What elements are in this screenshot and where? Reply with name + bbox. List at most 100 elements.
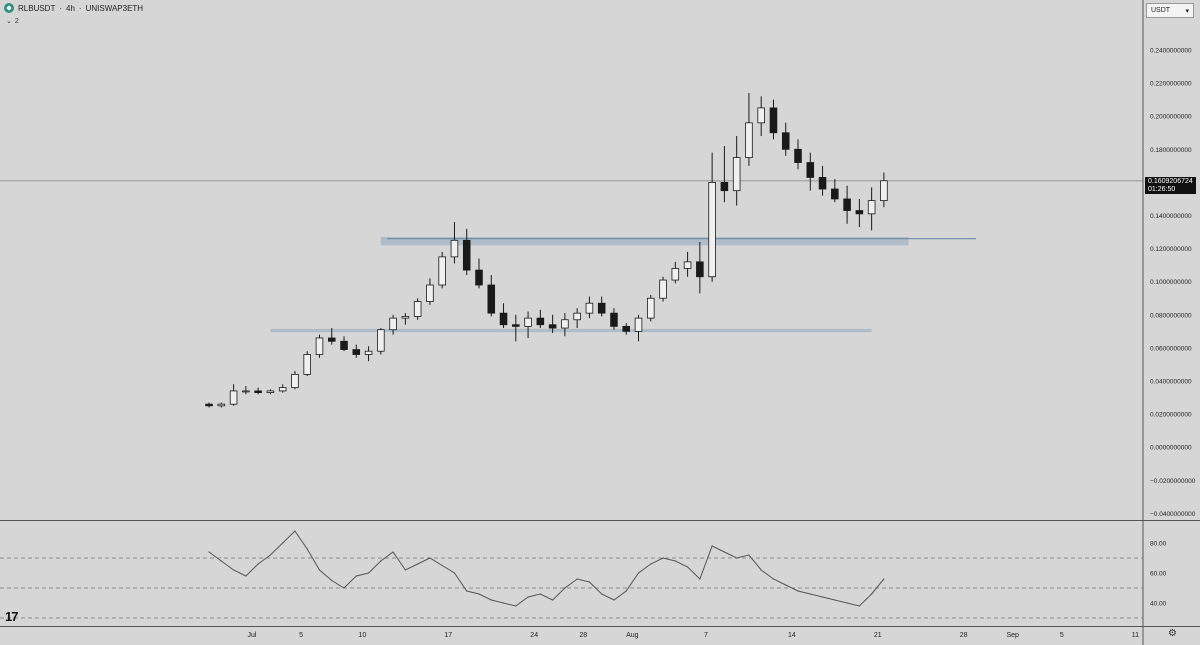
price-tick-label: 0.0600000000 — [1150, 345, 1192, 352]
interval-label[interactable]: 4h — [66, 3, 75, 13]
rsi-point — [367, 572, 370, 574]
price-tick-label: 0.2400000000 — [1150, 48, 1192, 55]
rsi-point — [637, 572, 640, 574]
symbol-name[interactable]: RLBUSDT — [18, 3, 56, 13]
rsi-point — [552, 599, 554, 601]
time-tick-label: 28 — [960, 632, 968, 639]
price-tick-label: −0.0200000000 — [1150, 478, 1196, 485]
candle-body — [659, 279, 667, 299]
candle-body — [794, 148, 802, 163]
candle — [720, 145, 729, 203]
candle-body — [831, 188, 839, 200]
price-tick-label: 0.0400000000 — [1150, 379, 1192, 386]
separator: · — [78, 3, 82, 13]
candle-body — [377, 329, 385, 352]
rsi-point — [674, 560, 676, 562]
rsi-point — [576, 578, 578, 580]
candle-body — [291, 373, 299, 389]
candle-body — [622, 325, 631, 332]
candle — [524, 311, 532, 338]
candle — [831, 179, 839, 203]
candle-body — [438, 256, 446, 286]
symbol-header[interactable]: RLBUSDT · 4h · UNISWAP3ETH — [4, 3, 143, 13]
candle — [622, 323, 631, 335]
rsi-point — [429, 557, 431, 559]
time-tick-label: 21 — [874, 632, 882, 639]
tradingview-logo-icon[interactable]: 17 — [5, 609, 19, 624]
candle — [475, 258, 483, 289]
candle — [327, 328, 336, 345]
rsi-point — [797, 590, 799, 592]
candle — [781, 122, 790, 156]
candle — [377, 328, 385, 355]
rsi-point — [306, 548, 308, 550]
candle-body — [647, 297, 655, 319]
candle-body — [242, 390, 250, 393]
candle-body — [880, 180, 888, 202]
price-tick-label: 0.1400000000 — [1150, 213, 1192, 220]
separator: · — [59, 3, 63, 13]
time-tick-label: 14 — [788, 632, 796, 639]
gear-icon[interactable]: ⚙ — [1168, 628, 1177, 639]
candle — [536, 309, 545, 329]
rsi-point — [527, 596, 529, 598]
candle — [696, 241, 704, 294]
time-tick-label: Jul — [248, 632, 257, 639]
candle — [794, 139, 802, 170]
candle-body — [597, 302, 606, 314]
candle-body — [487, 284, 496, 314]
candle-body — [524, 317, 532, 327]
candle — [512, 314, 520, 342]
rsi-point — [245, 575, 247, 577]
candle-body — [254, 390, 262, 393]
rsi-point — [220, 560, 222, 562]
rsi-point — [883, 578, 885, 580]
chevron-down-icon[interactable]: ⌄ — [6, 18, 12, 25]
candle — [757, 96, 765, 137]
rsi-point — [232, 569, 235, 571]
price-tick-label: 0.1200000000 — [1150, 246, 1192, 253]
rsi-line — [208, 530, 885, 607]
candle-body — [217, 403, 226, 407]
rsi-point — [846, 602, 848, 604]
exchange-label[interactable]: UNISWAP3ETH — [85, 3, 144, 13]
candle — [880, 172, 888, 208]
candle-body — [413, 301, 422, 317]
time-tick-label: 5 — [1060, 632, 1064, 639]
candle — [499, 303, 508, 329]
candle-body — [315, 337, 324, 355]
candle — [413, 298, 422, 320]
resistance-zone — [380, 237, 909, 246]
rsi-point — [208, 551, 210, 553]
chevron-down-icon: ▾ — [1185, 7, 1189, 15]
time-tick-label: 5 — [299, 632, 303, 639]
candle — [659, 276, 667, 302]
candle — [278, 384, 287, 393]
rsi-point — [392, 551, 394, 553]
candle — [610, 308, 618, 330]
rsi-tick-label: 60.00 — [1150, 571, 1167, 578]
candle-body — [720, 181, 729, 192]
candle-body — [450, 239, 459, 258]
rsi-point — [515, 605, 517, 607]
indicator-count: 2 — [14, 17, 19, 25]
time-tick-label: 10 — [359, 632, 367, 639]
candle-body — [818, 177, 827, 190]
currency-select[interactable]: USDT ▾ — [1146, 3, 1194, 18]
support-zone — [270, 328, 872, 333]
rsi-point — [404, 569, 406, 571]
price-tick-label: 0.1800000000 — [1150, 147, 1192, 154]
rsi-point — [478, 593, 480, 595]
rsi-tick-label: 40.00 — [1150, 601, 1167, 608]
price-tick-label: 0.0200000000 — [1150, 412, 1192, 419]
indicators-toggle[interactable]: ⌄ 2 — [6, 17, 19, 26]
rsi-point — [821, 596, 824, 598]
rsi-point — [871, 593, 873, 595]
candle — [548, 314, 557, 334]
candle — [769, 99, 778, 140]
candle — [818, 165, 827, 196]
candle-body — [266, 390, 275, 393]
candle-body — [352, 349, 361, 355]
